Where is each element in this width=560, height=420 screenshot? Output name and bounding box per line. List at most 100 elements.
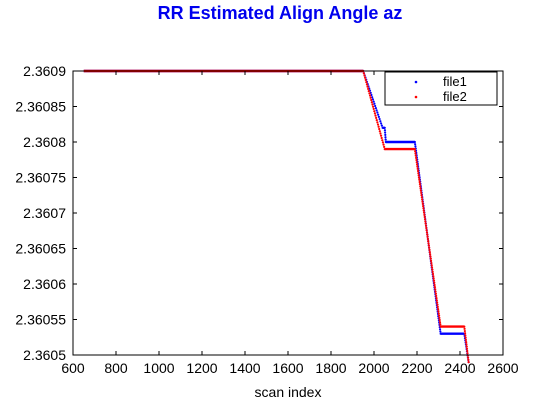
data-point-file2 (415, 163, 419, 166)
data-point-file2 (421, 198, 424, 201)
data-point-file2 (437, 310, 440, 313)
data-point-file2 (416, 167, 419, 170)
data-point-file2 (422, 209, 425, 212)
data-point-file2 (417, 172, 420, 175)
data-point-file2 (415, 156, 418, 159)
data-point-file2 (467, 361, 470, 364)
legend: file1 file2 (384, 71, 498, 106)
data-point-file2 (438, 318, 441, 322)
data-point-file2 (418, 180, 421, 184)
y-tick-label: 2.3605 (23, 347, 66, 363)
data-point-file2 (437, 307, 440, 311)
data-point-file2 (423, 218, 427, 221)
y-tick-label: 2.3606 (23, 276, 66, 292)
data-point-file2 (382, 143, 385, 146)
data-point-file2 (383, 145, 386, 148)
data-point-file2 (426, 233, 429, 236)
data-point-file2 (429, 255, 432, 258)
data-point-file2 (421, 200, 424, 203)
data-point-file2 (437, 312, 440, 315)
data-point-file2 (434, 290, 437, 293)
data-point-file1 (375, 109, 378, 112)
data-point-file2 (420, 191, 423, 195)
data-point-file2 (419, 185, 422, 188)
data-point-file2 (463, 327, 466, 330)
data-point-file1 (374, 104, 377, 108)
data-point-file2 (413, 148, 416, 151)
data-point-file2 (417, 176, 421, 179)
data-point-file2 (372, 107, 375, 111)
x-axis: 600 800 1000 1200 1400 1600 1800 2000 2200 2400 26… (61, 71, 519, 376)
data-point-file2 (419, 187, 422, 190)
data-point-file2 (466, 349, 469, 353)
y-tick-label: 2.3609 (23, 63, 66, 79)
data-layer (83, 69, 470, 364)
x-tick-label: 800 (104, 360, 128, 376)
legend-label-file2: file2 (443, 89, 467, 104)
data-point-file2 (414, 150, 417, 153)
data-point-file2 (367, 87, 370, 90)
data-point-file2 (465, 341, 468, 344)
data-point-file1 (439, 330, 442, 333)
data-point-file2 (370, 98, 373, 102)
data-point-file2 (432, 275, 435, 278)
legend-label-file1: file1 (443, 74, 467, 89)
data-point-file1 (384, 136, 387, 139)
data-point-file2 (425, 226, 428, 230)
data-point-file2 (434, 292, 437, 295)
y-tick-label: 2.36065 (15, 241, 66, 257)
data-point-file2 (415, 161, 418, 164)
data-point-file2 (426, 237, 430, 241)
data-point-file2 (432, 277, 435, 280)
data-point-file1 (384, 133, 387, 136)
data-point-file2 (419, 189, 423, 192)
data-point-file2 (421, 202, 424, 205)
data-point-file2 (431, 270, 434, 273)
series-file1 (83, 69, 470, 364)
data-point-file2 (423, 215, 426, 219)
x-tick-label: 1000 (143, 360, 174, 376)
data-point-file2 (466, 356, 470, 359)
data-point-file2 (465, 347, 469, 350)
data-point-file2 (463, 325, 466, 328)
x-tick-label: 1600 (272, 360, 303, 376)
data-point-file2 (414, 152, 417, 155)
legend-marker-file2 (414, 95, 418, 99)
data-point-file2 (433, 283, 436, 287)
data-point-file1 (413, 140, 416, 144)
data-point-file2 (379, 132, 382, 135)
data-point-file2 (420, 196, 423, 199)
y-tick-label: 2.36055 (15, 312, 66, 328)
data-point-file2 (430, 261, 433, 265)
data-point-file2 (415, 158, 418, 162)
data-point-file2 (433, 281, 436, 284)
data-point-file2 (364, 78, 367, 82)
data-point-file2 (378, 127, 381, 131)
y-tick-label: 2.3607 (23, 205, 66, 221)
y-tick-label: 2.36085 (15, 99, 66, 115)
data-point-file2 (427, 242, 430, 245)
data-point-file2 (373, 112, 377, 115)
data-point-file2 (424, 220, 427, 223)
data-point-file2 (430, 266, 434, 269)
data-point-file1 (376, 111, 379, 114)
data-point-file1 (371, 98, 375, 101)
data-point-file2 (431, 272, 435, 276)
data-point-file2 (375, 118, 378, 122)
data-point-file2 (425, 231, 429, 234)
data-point-file2 (465, 343, 468, 346)
y-tick-label: 2.36075 (15, 170, 66, 186)
data-point-file2 (416, 165, 419, 168)
data-point-file2 (425, 229, 428, 232)
data-point-file2 (367, 89, 370, 93)
data-point-file2 (428, 246, 431, 249)
data-point-file1 (378, 117, 381, 121)
data-point-file2 (436, 303, 439, 306)
data-point-file1 (380, 122, 383, 125)
y-axis: 2.3605 2.36055 2.3606 2.36065 2.3607 2.36075 2… (15, 63, 503, 363)
data-point-file2 (374, 114, 377, 117)
data-point-file2 (365, 83, 369, 86)
data-point-file2 (429, 253, 432, 256)
x-tick-label: 1400 (229, 360, 260, 376)
